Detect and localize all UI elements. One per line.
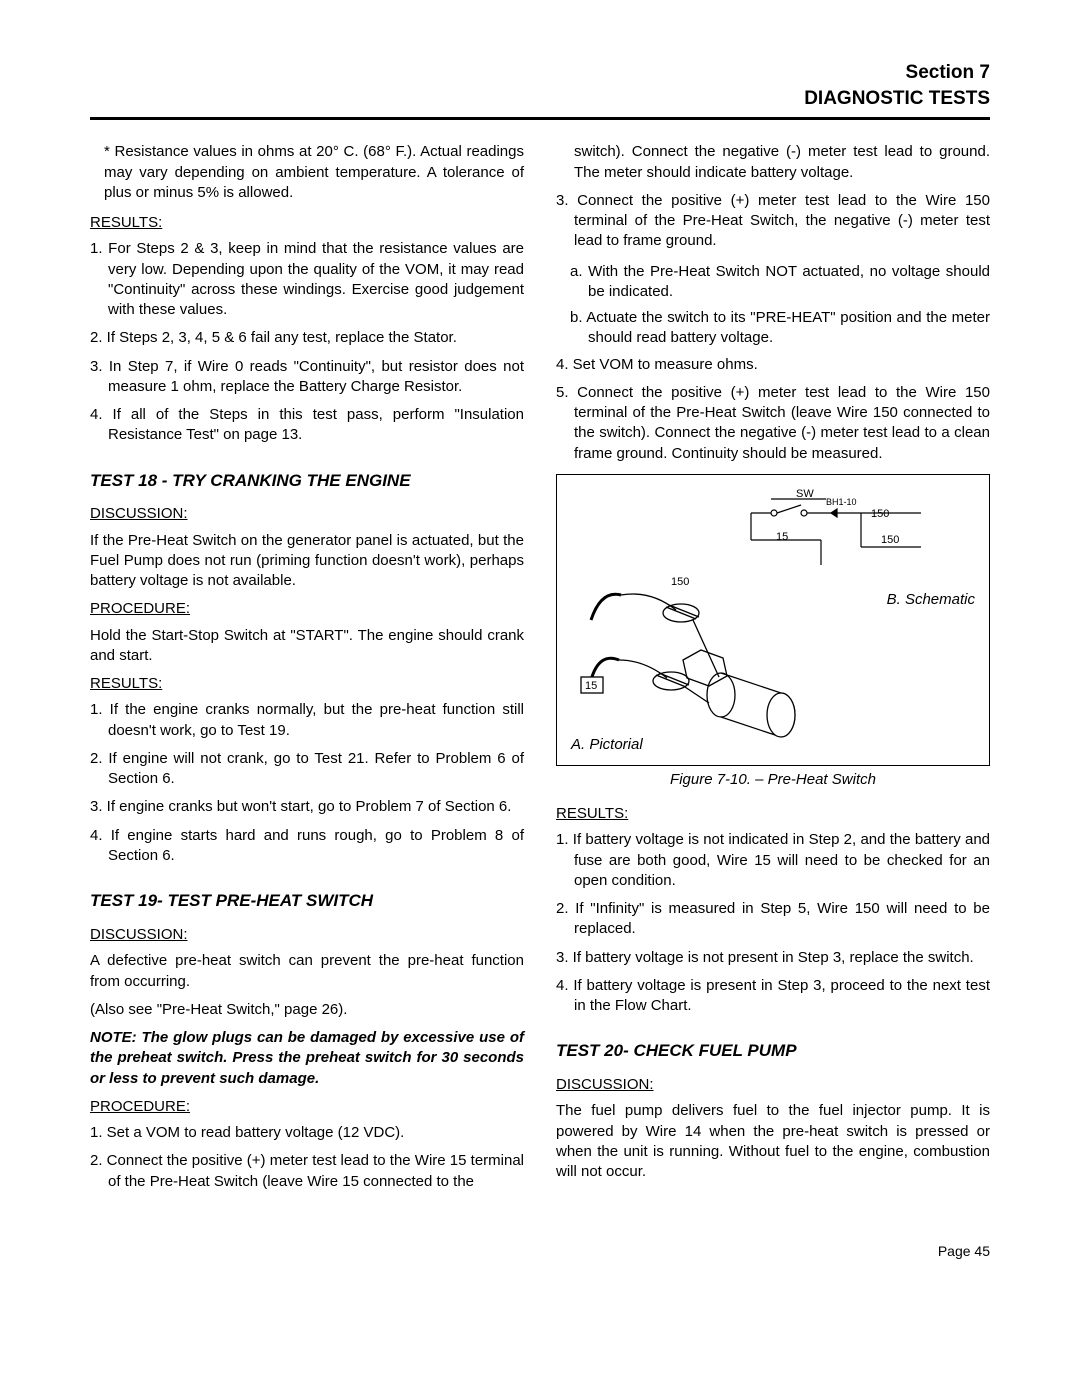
results-list: 1. For Steps 2 & 3, keep in mind that th… <box>90 239 524 445</box>
list-item: 3. If engine cranks but won't start, go … <box>90 797 524 817</box>
list-item: switch). Connect the negative (-) meter … <box>556 142 990 183</box>
list-item: 2. Connect the positive (+) meter test l… <box>90 1151 524 1192</box>
section-number: Section 7 <box>90 60 990 86</box>
svg-text:15: 15 <box>585 680 597 692</box>
results-list: 1. If battery voltage is not indicated i… <box>556 830 990 1016</box>
two-column-layout: * Resistance values in ohms at 20° C. (6… <box>90 142 990 1202</box>
pictorial-label: A. Pictorial <box>571 735 643 755</box>
discussion-text: A defective pre-heat switch can prevent … <box>90 951 524 992</box>
list-item: a. With the Pre-Heat Switch NOT actuated… <box>570 262 990 303</box>
list-item: 3. Connect the positive (+) meter test l… <box>556 191 990 252</box>
resistance-note: * Resistance values in ohms at 20° C. (6… <box>90 142 524 203</box>
page-header: Section 7 DIAGNOSTIC TESTS <box>90 60 990 111</box>
procedure-cont-list-2: 4. Set VOM to measure ohms. 5. Connect t… <box>556 355 990 464</box>
svg-text:15: 15 <box>776 531 788 543</box>
list-item: 4. If all of the Steps in this test pass… <box>90 405 524 446</box>
procedure-label: PROCEDURE: <box>90 599 524 619</box>
list-item: 4. Set VOM to measure ohms. <box>556 355 990 375</box>
list-item: 2. If "Infinity" is measured in Step 5, … <box>556 899 990 940</box>
procedure-sub-list: a. With the Pre-Heat Switch NOT actuated… <box>570 262 990 349</box>
figure-caption: Figure 7-10. – Pre-Heat Switch <box>556 770 990 790</box>
list-item: 2. If Steps 2, 3, 4, 5 & 6 fail any test… <box>90 328 524 348</box>
discussion-text: The fuel pump delivers fuel to the fuel … <box>556 1101 990 1182</box>
list-item: 1. For Steps 2 & 3, keep in mind that th… <box>90 239 524 320</box>
page-number: Page 45 <box>90 1242 990 1261</box>
svg-text:SW: SW <box>796 488 814 500</box>
header-rule <box>90 117 990 120</box>
results-label: RESULTS: <box>90 213 524 233</box>
discussion-label: DISCUSSION: <box>556 1075 990 1095</box>
list-item: 3. In Step 7, if Wire 0 reads "Continuit… <box>90 357 524 398</box>
test-18-title: TEST 18 - TRY CRANKING THE ENGINE <box>90 470 524 493</box>
list-item: 4. If battery voltage is present in Step… <box>556 976 990 1017</box>
procedure-label: PROCEDURE: <box>90 1097 524 1117</box>
damage-note: NOTE: The glow plugs can be damaged by e… <box>90 1028 524 1089</box>
list-item: 1. If the engine cranks normally, but th… <box>90 700 524 741</box>
list-item: 3. If battery voltage is not present in … <box>556 948 990 968</box>
test-19-title: TEST 19- TEST PRE-HEAT SWITCH <box>90 890 524 913</box>
procedure-text: Hold the Start-Stop Switch at "START". T… <box>90 626 524 667</box>
schematic-label: B. Schematic <box>887 590 975 610</box>
test-20-title: TEST 20- CHECK FUEL PUMP <box>556 1040 990 1063</box>
list-item: 4. If engine starts hard and runs rough,… <box>90 826 524 867</box>
list-item: 5. Connect the positive (+) meter test l… <box>556 383 990 464</box>
also-see-text: (Also see "Pre-Heat Switch," page 26). <box>90 1000 524 1020</box>
discussion-text: If the Pre-Heat Switch on the generator … <box>90 531 524 592</box>
list-item: b. Actuate the switch to its "PRE-HEAT" … <box>570 308 990 349</box>
discussion-label: DISCUSSION: <box>90 925 524 945</box>
svg-text:150: 150 <box>671 576 689 588</box>
list-item: 1. If battery voltage is not indicated i… <box>556 830 990 891</box>
svg-text:150: 150 <box>871 508 889 520</box>
figure-7-10: SW BH1-10 150 <box>556 474 990 766</box>
results-label: RESULTS: <box>90 674 524 694</box>
procedure-cont-list: switch). Connect the negative (-) meter … <box>556 142 990 251</box>
discussion-label: DISCUSSION: <box>90 504 524 524</box>
preheat-switch-diagram: SW BH1-10 150 <box>571 485 971 755</box>
section-title: DIAGNOSTIC TESTS <box>90 86 990 112</box>
list-item: 2. If engine will not crank, go to Test … <box>90 749 524 790</box>
results-label: RESULTS: <box>556 804 990 824</box>
procedure-list: 1. Set a VOM to read battery voltage (12… <box>90 1123 524 1192</box>
results-list: 1. If the engine cranks normally, but th… <box>90 700 524 866</box>
right-column: switch). Connect the negative (-) meter … <box>556 142 990 1202</box>
svg-text:150: 150 <box>881 534 899 546</box>
left-column: * Resistance values in ohms at 20° C. (6… <box>90 142 524 1202</box>
list-item: 1. Set a VOM to read battery voltage (12… <box>90 1123 524 1143</box>
svg-text:BH1-10: BH1-10 <box>826 497 857 507</box>
